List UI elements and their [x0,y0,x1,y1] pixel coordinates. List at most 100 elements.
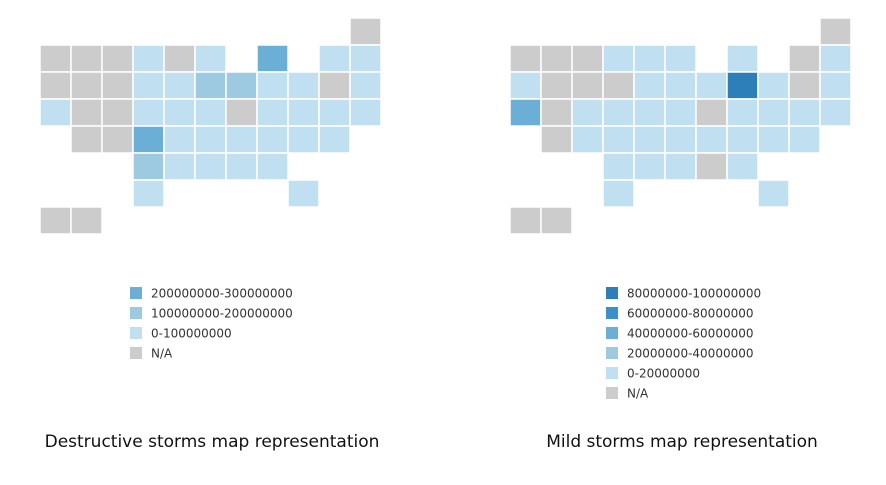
state [695,125,728,154]
state [256,152,289,181]
legend-label: N/A [151,347,173,361]
state [318,98,351,127]
state [757,179,790,208]
state [788,125,821,154]
legend-swatch [606,307,618,319]
state [726,125,759,154]
legend-label: 100000000-200000000 [151,307,293,321]
state [602,71,635,100]
state [695,98,728,127]
state [318,125,351,154]
legend-label: 40000000-60000000 [627,327,754,341]
state [664,44,697,73]
state [571,71,604,100]
state [602,152,635,181]
state [256,71,289,100]
state [349,98,382,127]
state [726,44,759,73]
state [287,71,320,100]
state [256,125,289,154]
state [349,71,382,100]
state [633,44,666,73]
state [788,98,821,127]
legend-swatch [606,287,618,299]
state [571,125,604,154]
state [70,44,103,73]
state [194,125,227,154]
state [788,44,821,73]
state [194,71,227,100]
state [132,152,165,181]
legend-swatch [606,347,618,359]
state [70,98,103,127]
state [225,152,258,181]
state [287,179,320,208]
state [695,71,728,100]
state [540,125,573,154]
state [225,125,258,154]
state [163,152,196,181]
state [571,98,604,127]
legend-swatch [130,347,142,359]
state [39,98,72,127]
state [101,71,134,100]
state [509,71,542,100]
state [540,71,573,100]
state [225,71,258,100]
state [132,179,165,208]
state [633,125,666,154]
state [602,179,635,208]
legend-label: 0-100000000 [151,327,232,341]
caption: Destructive storms map representation [45,432,380,452]
legend-swatch [130,307,142,319]
state [194,98,227,127]
legend-swatch [606,387,618,399]
state [819,17,852,46]
state [163,71,196,100]
legend-label: N/A [627,387,649,401]
state [163,98,196,127]
state [39,206,72,235]
state [349,44,382,73]
state [70,125,103,154]
state [664,152,697,181]
state [726,98,759,127]
state [757,125,790,154]
state [163,44,196,73]
state [819,98,852,127]
state [509,206,542,235]
legend-label: 80000000-100000000 [627,287,761,301]
state [101,98,134,127]
state [726,152,759,181]
state [256,98,289,127]
state [194,44,227,73]
state [540,98,573,127]
state [633,98,666,127]
state [726,71,759,100]
state [819,71,852,100]
state [70,206,103,235]
state [101,44,134,73]
state [132,71,165,100]
legend-swatch [130,287,142,299]
state [819,44,852,73]
state [540,44,573,73]
state [664,98,697,127]
state [225,98,258,127]
state [163,125,196,154]
state [70,71,103,100]
legend-swatch [606,367,618,379]
legend-swatch [130,327,142,339]
state [602,125,635,154]
state [602,44,635,73]
state [132,44,165,73]
state [633,71,666,100]
legend-label: 20000000-40000000 [627,347,754,361]
legend-label: 0-20000000 [627,367,700,381]
state [695,152,728,181]
state [132,125,165,154]
state [788,71,821,100]
legend-label: 60000000-80000000 [627,307,754,321]
state [39,44,72,73]
